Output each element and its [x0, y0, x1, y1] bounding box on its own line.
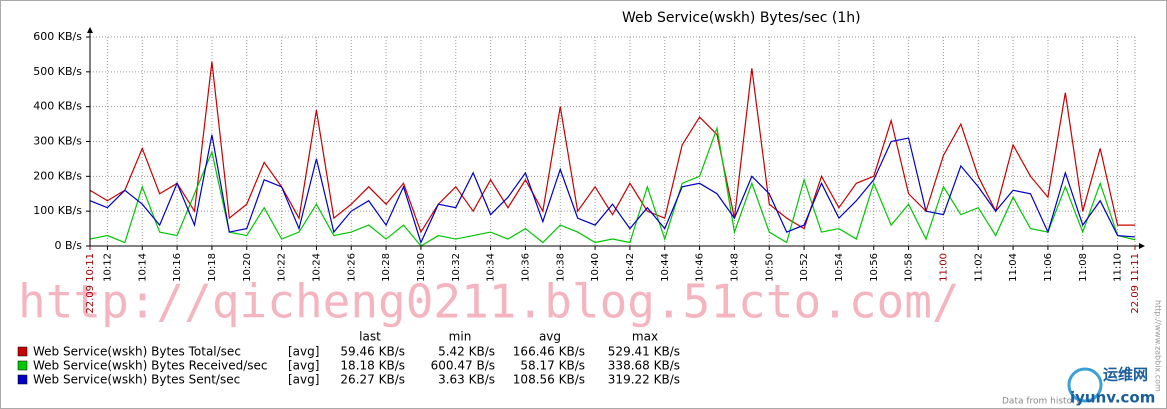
y-tick-label: 400 KB/s	[33, 100, 82, 113]
x-tick-label: 10:32	[451, 253, 462, 282]
y-tick-label: 100 KB/s	[33, 204, 82, 217]
legend-stat: 5.42 KB/s	[438, 345, 495, 359]
x-tick-label: 10:16	[172, 253, 183, 282]
x-tick-label: 10:34	[486, 253, 497, 282]
legend-header: min	[449, 330, 472, 344]
legend-label: Web Service(wskh) Bytes Total/sec	[33, 345, 241, 359]
logo-cn: 运维网	[1103, 366, 1148, 384]
x-tick-label: 10:14	[137, 253, 148, 282]
x-tick-label: 10:50	[764, 253, 775, 282]
x-tick-label: 10:54	[834, 253, 845, 282]
x-tick-label: 10:30	[416, 253, 427, 282]
legend-stat: 3.63 KB/s	[438, 373, 495, 387]
y-tick-label: 200 KB/s	[33, 169, 82, 182]
x-tick-label: 10:46	[695, 253, 706, 282]
footer: Data from history.	[1002, 397, 1083, 407]
legend-stat: 166.46 KB/s	[513, 345, 585, 359]
legend-swatch	[17, 374, 28, 385]
watermark: http://qicheng0211.blog.51cto.com/	[18, 275, 960, 329]
legend-label: Web Service(wskh) Bytes Received/sec	[33, 359, 268, 373]
series-line	[89, 125, 1136, 247]
x-tick-label: 11:04	[1008, 253, 1019, 282]
x-tick-label: 22.09 11:11	[1130, 253, 1141, 314]
x-tick-label: 10:58	[904, 253, 915, 282]
legend-stat: 26.27 KB/s	[340, 373, 405, 387]
logo-en: iyunv.com	[1070, 389, 1155, 407]
legend-header: max	[632, 330, 658, 344]
legend-stat: 338.68 KB/s	[608, 359, 680, 373]
x-tick-label: 10:26	[346, 253, 357, 282]
legend-swatch	[17, 346, 28, 357]
legend-func: [avg]	[288, 359, 319, 373]
legend-func: [avg]	[288, 373, 319, 387]
x-tick-label: 10:40	[590, 253, 601, 282]
x-tick-label: 10:24	[311, 253, 322, 282]
y-tick-label: 0 B/s	[55, 239, 83, 252]
credit: http://www.zabbix.com	[1154, 300, 1163, 392]
x-tick-label: 10:12	[102, 253, 113, 282]
x-tick-label: 11:02	[973, 253, 984, 282]
x-tick-label: 11:00	[938, 253, 949, 282]
x-tick-label: 10:56	[869, 253, 880, 282]
legend-stat: 108.56 KB/s	[513, 373, 585, 387]
x-tick-label: 10:36	[520, 253, 531, 282]
legend-stat: 18.18 KB/s	[340, 359, 405, 373]
y-tick-label: 500 KB/s	[33, 65, 82, 78]
x-tick-label: 10:44	[660, 253, 671, 282]
legend-stat: 529.41 KB/s	[608, 345, 680, 359]
x-tick-label: 10:22	[277, 253, 288, 282]
y-tick-label: 300 KB/s	[33, 135, 82, 148]
legend-swatch	[17, 360, 28, 371]
legend-stat: 319.22 KB/s	[608, 373, 680, 387]
axis-arrow	[87, 27, 93, 33]
chart-title: Web Service(wskh) Bytes/sec (1h)	[622, 10, 861, 26]
legend-label: Web Service(wskh) Bytes Sent/sec	[33, 373, 240, 387]
legend-stat: 59.46 KB/s	[340, 345, 405, 359]
series-line	[89, 61, 1135, 234]
axis-arrow	[1139, 243, 1145, 249]
x-tick-label: 10:42	[625, 253, 636, 282]
y-tick-label: 600 KB/s	[33, 30, 82, 43]
x-tick-label: 10:18	[207, 253, 218, 282]
series-line	[89, 134, 1136, 245]
x-tick-label: 10:52	[799, 253, 810, 282]
legend-stat: 58.17 KB/s	[520, 359, 585, 373]
x-tick-label: 10:48	[729, 253, 740, 282]
x-tick-label: 10:28	[381, 253, 392, 282]
logo-icon	[1067, 367, 1103, 403]
legend-func: [avg]	[288, 345, 319, 359]
x-tick-label: 11:10	[1113, 253, 1124, 282]
legend-stat: 600.47 B/s	[431, 359, 495, 373]
x-tick-label: 11:06	[1043, 253, 1054, 282]
x-tick-label: 10:38	[555, 253, 566, 282]
legend-header: last	[359, 330, 381, 344]
legend-header: avg	[539, 330, 561, 344]
x-tick-label: 11:08	[1078, 253, 1089, 282]
x-tick-label: 22.09 10:11	[85, 253, 96, 314]
x-tick-label: 10:20	[242, 253, 253, 282]
